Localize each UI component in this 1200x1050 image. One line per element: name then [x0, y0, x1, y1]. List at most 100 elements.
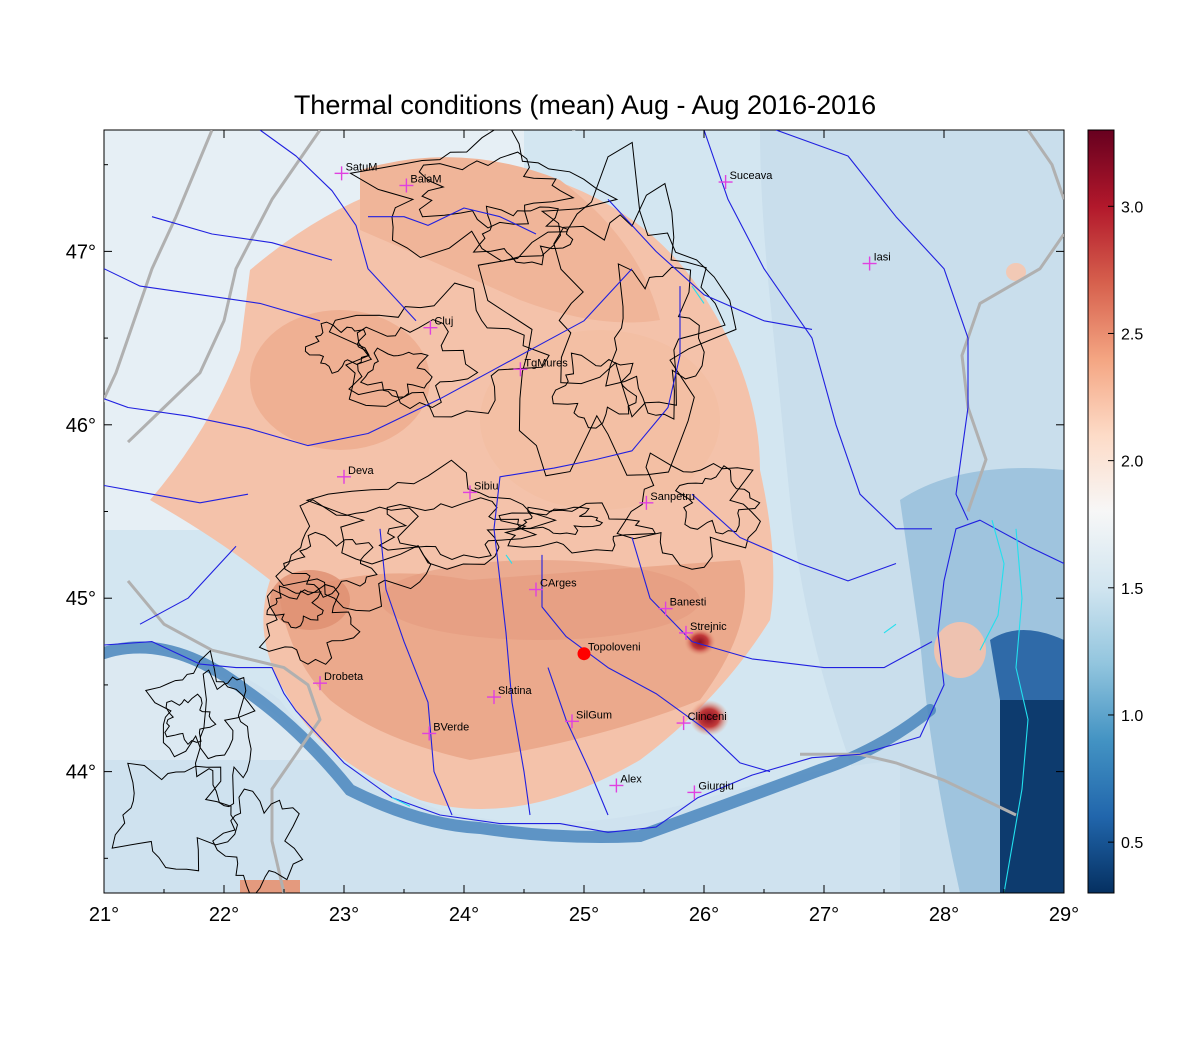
river-line: [691, 493, 897, 582]
station-label: CArges: [540, 578, 577, 590]
river-line: [775, 130, 969, 521]
station-baiam[interactable]: BaiaM: [399, 173, 442, 193]
river-line: [368, 207, 537, 235]
contour-line: [359, 347, 433, 398]
x-tick-label: 28°: [929, 904, 959, 926]
colorbar: 0.5 1.0 1.5 2.0 2.5 3.0: [1087, 129, 1143, 894]
station-label: Iasi: [874, 252, 891, 264]
station-carges[interactable]: CArges: [529, 578, 577, 597]
station-label: SilGum: [576, 709, 612, 721]
contour-line: [378, 497, 538, 561]
coast-line: [505, 554, 513, 564]
x-tick-label: 22°: [209, 904, 239, 926]
contour-line: [304, 321, 370, 374]
lakes-coast: [391, 285, 1029, 893]
contour-line: [328, 282, 550, 418]
station-label: Strejnic: [690, 621, 727, 633]
station-label: Sanpetru: [650, 491, 695, 503]
contour-line: [472, 205, 574, 266]
station-silgum[interactable]: SilGum: [565, 709, 612, 729]
border-line: [104, 130, 214, 403]
river-line: [139, 545, 237, 625]
contour-line: [266, 585, 324, 629]
contour-line: [616, 452, 762, 570]
station-label: BaiaM: [410, 173, 441, 185]
axis-ticks: 21° 22° 23° 24° 25° 26° 27° 28° 29° 44° 45° 46° 47°: [66, 130, 1079, 926]
station-label: Suceava: [730, 170, 774, 182]
border-line: [488, 130, 491, 132]
station-slatina[interactable]: Slatina: [487, 685, 533, 705]
colorbar-tick-label: 2.5: [1121, 326, 1143, 343]
station-cluj[interactable]: Cluj: [423, 316, 453, 335]
temperature-field: [104, 130, 1064, 893]
contour-line: [477, 141, 737, 477]
station-label: Giurgiu: [698, 780, 733, 792]
station-label: Alex: [620, 773, 642, 785]
station-deva[interactable]: Deva: [337, 465, 375, 484]
station-label: SatuM: [346, 161, 378, 173]
highlight-marker-icon: [577, 647, 591, 661]
station-label: Banesti: [670, 597, 707, 609]
station-strejnic[interactable]: Strejnic: [679, 621, 727, 640]
y-tick-label: 47°: [66, 241, 96, 263]
contour-line: [144, 649, 256, 760]
contour-line: [674, 465, 761, 535]
river-line: [493, 286, 681, 816]
y-tick-label: 45°: [66, 588, 96, 610]
river-line: [104, 519, 1064, 833]
river-line: [104, 268, 633, 447]
station-iasi[interactable]: Iasi: [862, 252, 891, 271]
contour-line: [514, 506, 604, 536]
contour-line: [164, 693, 217, 746]
y-tick-label: 46°: [66, 415, 96, 437]
river-line: [703, 130, 932, 530]
coast-line: [1003, 528, 1029, 893]
station-clinceni[interactable]: Clinceni: [676, 711, 727, 731]
station-suceava[interactable]: Suceava: [718, 170, 774, 190]
station-label: Sibiu: [474, 480, 498, 492]
country-borders: [104, 130, 1064, 893]
colorbar-tick-label: 1.0: [1121, 708, 1143, 725]
x-tick-label: 23°: [329, 904, 359, 926]
river-line: [379, 528, 453, 816]
contour-line: [418, 151, 575, 229]
map-title: Thermal conditions (mean) Aug - Aug 2016…: [293, 90, 877, 120]
river-line: [104, 484, 249, 504]
contour-line: [283, 531, 378, 598]
station-giurgiu[interactable]: Giurgiu: [687, 780, 734, 800]
station-satum[interactable]: SatuM: [334, 161, 378, 181]
station-banesti[interactable]: Banesti: [658, 597, 707, 616]
river-line: [607, 199, 813, 330]
station-topoloveni[interactable]: Topoloveni: [577, 642, 641, 661]
border-line: [960, 233, 1064, 512]
rivers: [104, 130, 1064, 833]
colorbar-tick-label: 0.5: [1121, 835, 1143, 852]
station-tgmures[interactable]: TgMures: [513, 357, 568, 377]
station-bverde[interactable]: BVerde: [422, 721, 469, 741]
coast-line: [979, 520, 1005, 651]
contour-line: [275, 499, 432, 612]
contour-line: [349, 130, 619, 262]
x-tick-label: 27°: [809, 904, 839, 926]
contour-line: [605, 263, 705, 420]
coast-line: [391, 797, 411, 807]
contour-line: [305, 459, 558, 570]
coast-line: [883, 623, 897, 634]
x-tick-label: 25°: [569, 904, 599, 926]
elevation-contours: [111, 130, 762, 893]
colorbar-tick-label: 1.5: [1121, 581, 1143, 598]
y-tick-label: 44°: [66, 762, 96, 784]
river-line: [259, 130, 417, 322]
x-tick-label: 26°: [689, 904, 719, 926]
station-label: Deva: [348, 465, 375, 477]
border-line: [572, 130, 576, 132]
station-markers: SatuM BaiaM Suceava Iasi Cluj TgMures Deva Sibi…: [313, 161, 891, 800]
station-sibiu[interactable]: Sibiu: [463, 480, 498, 500]
border-line: [800, 752, 1017, 817]
coast-line: [691, 285, 705, 304]
station-sanpetru[interactable]: Sanpetru: [639, 491, 695, 510]
station-alex[interactable]: Alex: [609, 773, 642, 793]
contour-line: [258, 584, 361, 665]
station-drobeta[interactable]: Drobeta: [313, 671, 364, 691]
contour-line: [553, 182, 726, 418]
